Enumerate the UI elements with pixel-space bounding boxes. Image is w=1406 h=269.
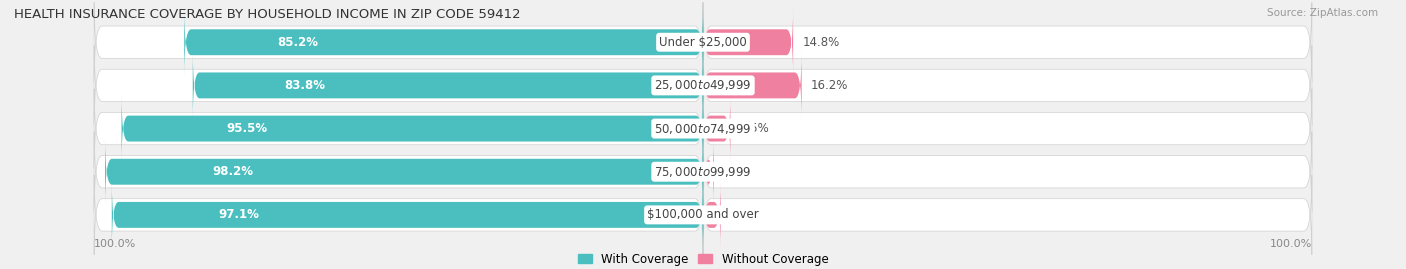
FancyBboxPatch shape — [111, 180, 703, 249]
Text: 85.2%: 85.2% — [277, 36, 319, 49]
FancyBboxPatch shape — [121, 94, 703, 163]
Text: $25,000 to $49,999: $25,000 to $49,999 — [654, 78, 752, 93]
FancyBboxPatch shape — [94, 89, 703, 168]
Legend: With Coverage, Without Coverage: With Coverage, Without Coverage — [572, 248, 834, 269]
Text: 100.0%: 100.0% — [1270, 239, 1312, 249]
FancyBboxPatch shape — [703, 175, 1312, 255]
Text: $100,000 and over: $100,000 and over — [647, 208, 759, 221]
FancyBboxPatch shape — [703, 8, 793, 77]
FancyBboxPatch shape — [94, 45, 703, 125]
Text: 95.5%: 95.5% — [226, 122, 267, 135]
FancyBboxPatch shape — [94, 132, 703, 212]
FancyBboxPatch shape — [703, 51, 801, 120]
Text: $75,000 to $99,999: $75,000 to $99,999 — [654, 165, 752, 179]
Text: 14.8%: 14.8% — [803, 36, 839, 49]
FancyBboxPatch shape — [703, 2, 1312, 82]
FancyBboxPatch shape — [703, 45, 1312, 125]
FancyBboxPatch shape — [105, 137, 703, 206]
FancyBboxPatch shape — [703, 94, 730, 163]
FancyBboxPatch shape — [703, 132, 1312, 212]
FancyBboxPatch shape — [94, 2, 703, 82]
FancyBboxPatch shape — [184, 8, 703, 77]
FancyBboxPatch shape — [703, 89, 1312, 168]
Text: Source: ZipAtlas.com: Source: ZipAtlas.com — [1267, 8, 1378, 18]
Text: 98.2%: 98.2% — [212, 165, 253, 178]
FancyBboxPatch shape — [703, 137, 714, 206]
Text: 4.5%: 4.5% — [740, 122, 769, 135]
Text: 97.1%: 97.1% — [218, 208, 259, 221]
Text: 1.8%: 1.8% — [723, 165, 752, 178]
FancyBboxPatch shape — [703, 180, 721, 249]
Text: HEALTH INSURANCE COVERAGE BY HOUSEHOLD INCOME IN ZIP CODE 59412: HEALTH INSURANCE COVERAGE BY HOUSEHOLD I… — [14, 8, 520, 21]
FancyBboxPatch shape — [193, 51, 703, 120]
Text: 16.2%: 16.2% — [811, 79, 848, 92]
Text: 83.8%: 83.8% — [284, 79, 326, 92]
FancyBboxPatch shape — [94, 175, 703, 255]
Text: $50,000 to $74,999: $50,000 to $74,999 — [654, 122, 752, 136]
Text: 2.9%: 2.9% — [730, 208, 759, 221]
Text: Under $25,000: Under $25,000 — [659, 36, 747, 49]
Text: 100.0%: 100.0% — [94, 239, 136, 249]
